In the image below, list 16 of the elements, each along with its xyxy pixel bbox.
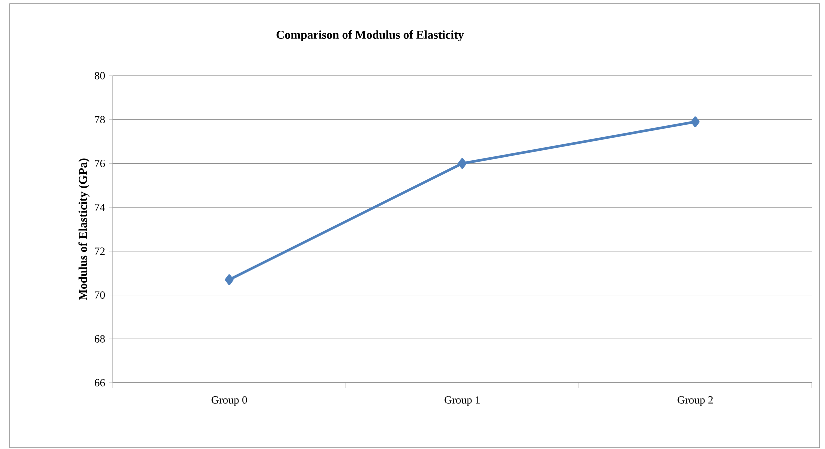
y-tick-label: 68 (95, 335, 106, 343)
y-tick-label: 70 (95, 292, 106, 299)
chart-title: Comparison of Modulus of Elasticity (276, 30, 464, 42)
x-tick-label: Group 1 (444, 396, 480, 406)
y-tick-label: 72 (95, 248, 105, 256)
y-axis-title: Modulus of Elasticity (GPa) (78, 158, 90, 301)
point (691, 116, 700, 128)
point (225, 274, 234, 286)
y-tick-label: 66 (95, 379, 106, 387)
y-tick-label: 80 (94, 72, 106, 80)
y-tick-label: 78 (95, 116, 106, 124)
y-tick-label: 74 (95, 204, 106, 212)
x-tick-label: Group 0 (212, 396, 248, 406)
x-tick-label: Group 2 (678, 396, 714, 406)
y-tick-label: 76 (95, 160, 106, 168)
point (458, 158, 467, 169)
